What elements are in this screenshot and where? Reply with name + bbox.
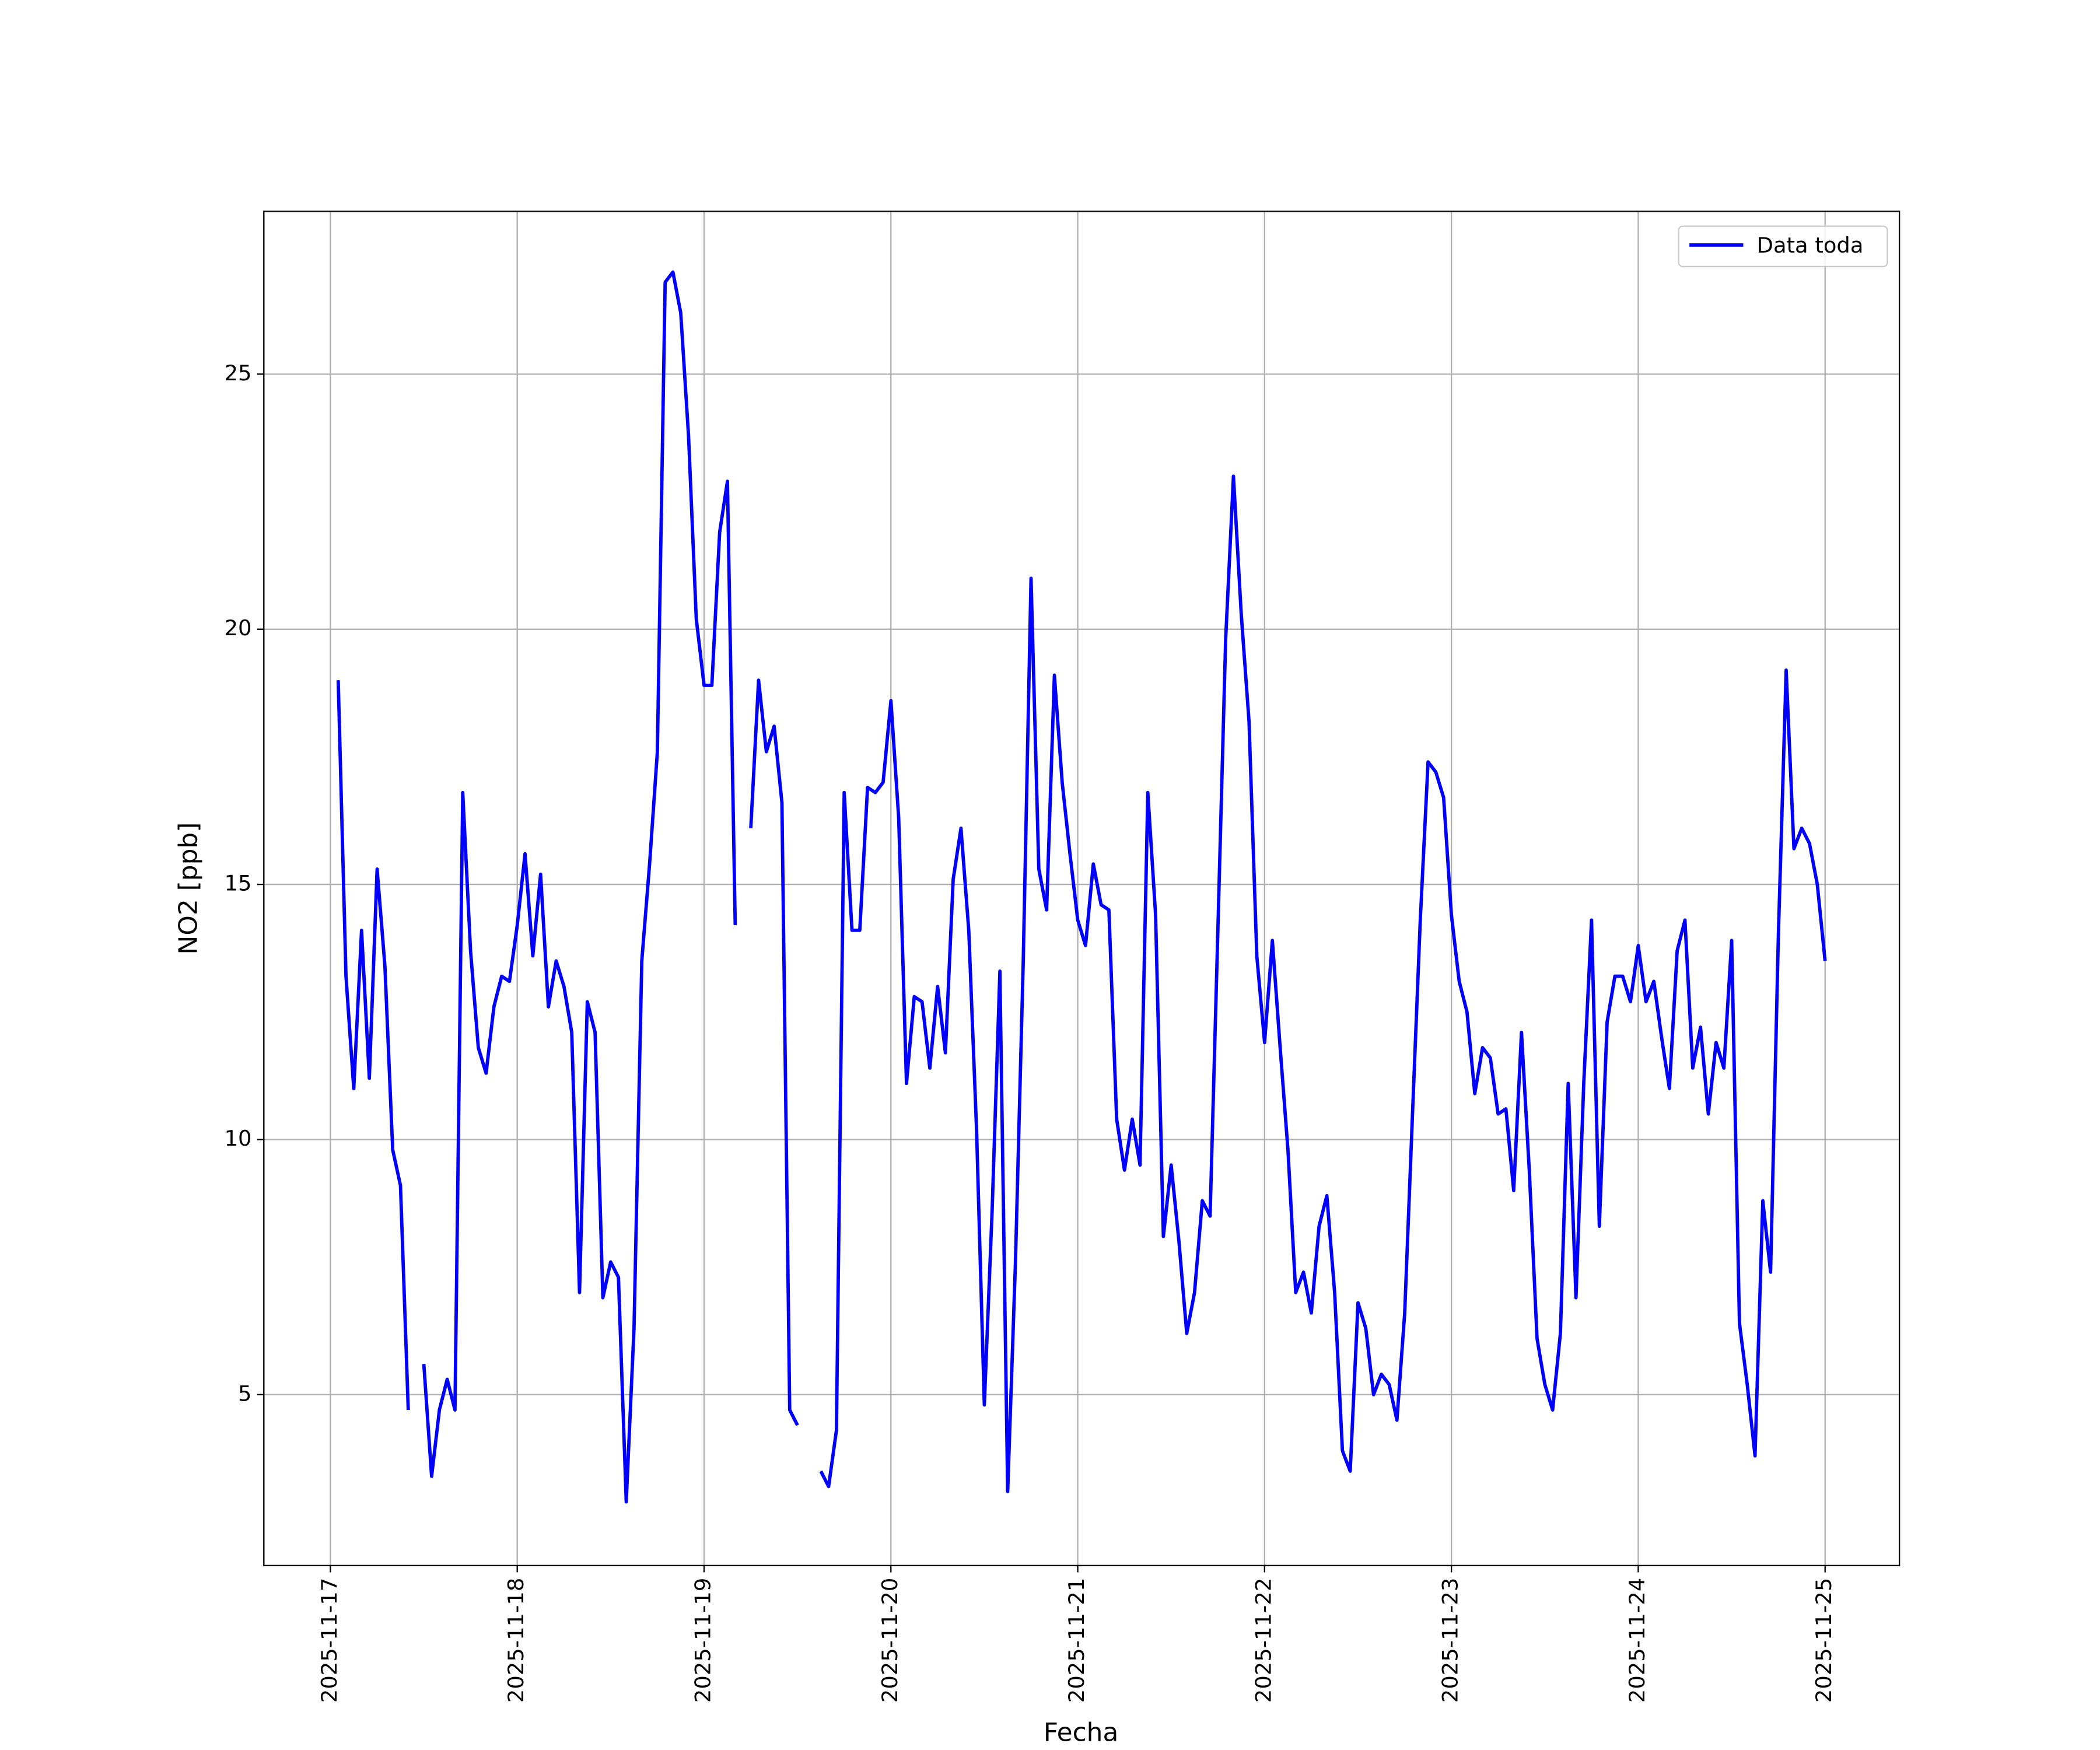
x-tick-label: 2025-11-17: [317, 1578, 342, 1703]
x-tick-label: 2025-11-23: [1438, 1578, 1463, 1703]
y-tick-label: 5: [238, 1381, 251, 1406]
y-tick-label: 15: [225, 871, 252, 896]
y-tick-label: 20: [225, 615, 252, 640]
legend-label: Data toda: [1757, 233, 1864, 258]
x-tick-label: 2025-11-21: [1064, 1578, 1089, 1703]
y-tick-label: 25: [225, 360, 252, 386]
x-tick-label: 2025-11-22: [1251, 1578, 1276, 1703]
x-tick-label: 2025-11-24: [1625, 1578, 1650, 1703]
legend-box: [1678, 225, 1888, 268]
x-tick-label: 2025-11-25: [1811, 1578, 1836, 1703]
x-tick-label: 2025-11-20: [877, 1578, 902, 1703]
y-tick-label: 10: [225, 1126, 252, 1151]
x-tick-label: 2025-11-18: [503, 1578, 528, 1703]
y-axis-label: NO2 [ppb]: [173, 822, 203, 955]
x-axis-label: Fecha: [1044, 1717, 1119, 1747]
data-line: [336, 270, 1827, 1504]
plot-frame: [263, 211, 1901, 1566]
x-tick-label: 2025-11-19: [690, 1578, 715, 1703]
